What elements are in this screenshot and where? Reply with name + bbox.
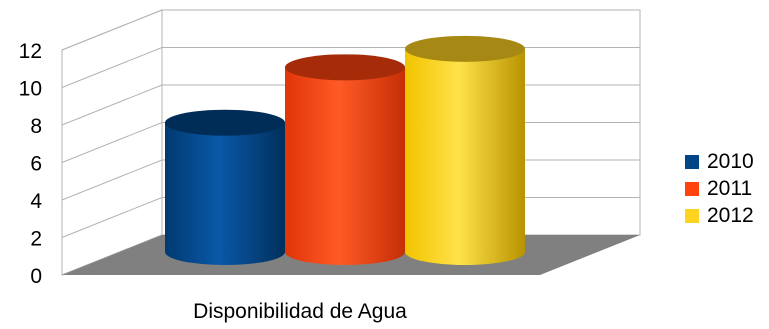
bar-body-2010 bbox=[165, 122, 285, 265]
gridline-side bbox=[61, 197, 163, 238]
legend-label-2010: 2010 bbox=[707, 149, 754, 173]
legend: 2010 2011 2012 bbox=[685, 148, 754, 229]
bar-2012 bbox=[405, 35, 525, 265]
gridline-side bbox=[61, 47, 163, 88]
legend-item-2011: 2011 bbox=[685, 175, 754, 202]
bar-top-2012 bbox=[405, 35, 525, 62]
bar-body-2012 bbox=[405, 48, 525, 265]
legend-swatch-2012 bbox=[685, 208, 699, 223]
y-tick-label: 4 bbox=[30, 190, 42, 213]
legend-swatch-2011 bbox=[685, 181, 699, 196]
legend-label-2012: 2012 bbox=[707, 203, 754, 227]
category-label: Disponibilidad de Agua bbox=[193, 300, 407, 323]
gridline-side bbox=[61, 122, 163, 163]
legend-label-2011: 2011 bbox=[707, 176, 753, 200]
gridline-side bbox=[61, 84, 163, 126]
gridline-side bbox=[61, 159, 163, 201]
y-tick-label: 8 bbox=[30, 115, 42, 138]
y-axis-ticks: 0 2 4 6 8 10 12 bbox=[19, 40, 43, 288]
y-tick-label: 12 bbox=[19, 40, 42, 63]
bar-body-2011 bbox=[285, 67, 405, 265]
gridline-side bbox=[61, 9, 163, 51]
legend-item-2010: 2010 bbox=[685, 148, 754, 175]
y-tick-label: 10 bbox=[19, 78, 42, 101]
y-tick-label: 2 bbox=[30, 228, 42, 251]
legend-item-2012: 2012 bbox=[685, 202, 754, 229]
y-tick-label: 0 bbox=[30, 265, 42, 288]
bar-2010 bbox=[165, 109, 285, 265]
bars bbox=[165, 35, 525, 265]
bar-top-2010 bbox=[165, 109, 285, 136]
bar-2011 bbox=[285, 54, 405, 265]
bar-top-2011 bbox=[285, 54, 405, 81]
y-tick-label: 6 bbox=[30, 153, 42, 176]
legend-swatch-2010 bbox=[685, 154, 699, 169]
